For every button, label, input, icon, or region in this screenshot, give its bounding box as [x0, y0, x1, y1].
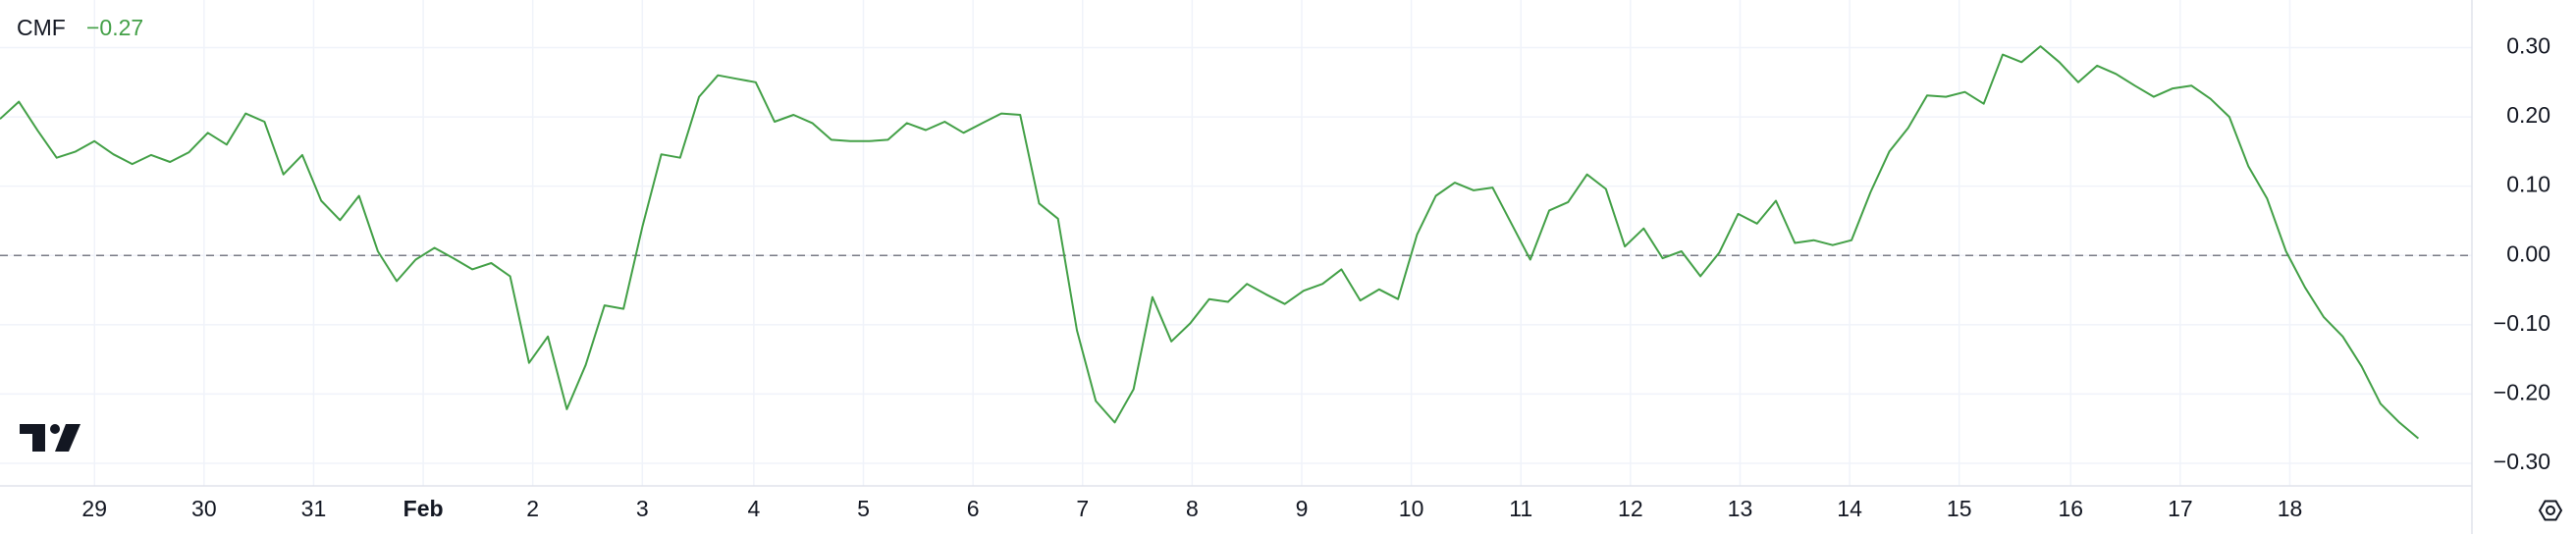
x-tick-label: 16	[2058, 496, 2083, 521]
x-tick-label: 6	[967, 496, 980, 521]
x-tick-label: 4	[747, 496, 760, 521]
settings-icon[interactable]	[2538, 500, 2563, 521]
x-tick-label: 5	[857, 496, 870, 521]
x-tick-label: 3	[636, 496, 649, 521]
tradingview-logo	[20, 424, 80, 452]
y-tick-label: 0.30	[2506, 33, 2550, 59]
x-tick-label: 14	[1837, 496, 1862, 521]
y-tick-label: 0.10	[2506, 172, 2550, 197]
x-tick-label: 17	[2168, 496, 2193, 521]
y-tick-label: 0.20	[2506, 102, 2550, 128]
x-tick-label: 8	[1186, 496, 1199, 521]
x-tick-label: 31	[301, 496, 327, 521]
x-tick-label: 7	[1076, 496, 1089, 521]
x-tick-label: 9	[1296, 496, 1309, 521]
x-tick-label: 13	[1728, 496, 1753, 521]
x-tick-label: 12	[1618, 496, 1643, 521]
x-tick-label: 18	[2278, 496, 2303, 521]
x-tick-label: 11	[1509, 496, 1532, 521]
x-tick-label: Feb	[403, 496, 444, 521]
grid	[0, 0, 2472, 486]
x-tick-label: 15	[1947, 496, 1972, 521]
y-tick-label: −0.30	[2494, 449, 2550, 474]
cmf-line	[0, 45, 2420, 440]
x-tick-label: 10	[1399, 496, 1424, 521]
x-tick-label: 30	[191, 496, 217, 521]
indicator-value: −0.27	[86, 15, 143, 40]
y-tick-label: 0.00	[2506, 240, 2550, 266]
x-tick-label: 29	[81, 496, 107, 521]
y-tick-label: −0.10	[2494, 310, 2550, 336]
y-tick-label: −0.20	[2494, 379, 2550, 404]
x-tick-label: 2	[526, 496, 539, 521]
indicator-name: CMF	[17, 15, 66, 40]
